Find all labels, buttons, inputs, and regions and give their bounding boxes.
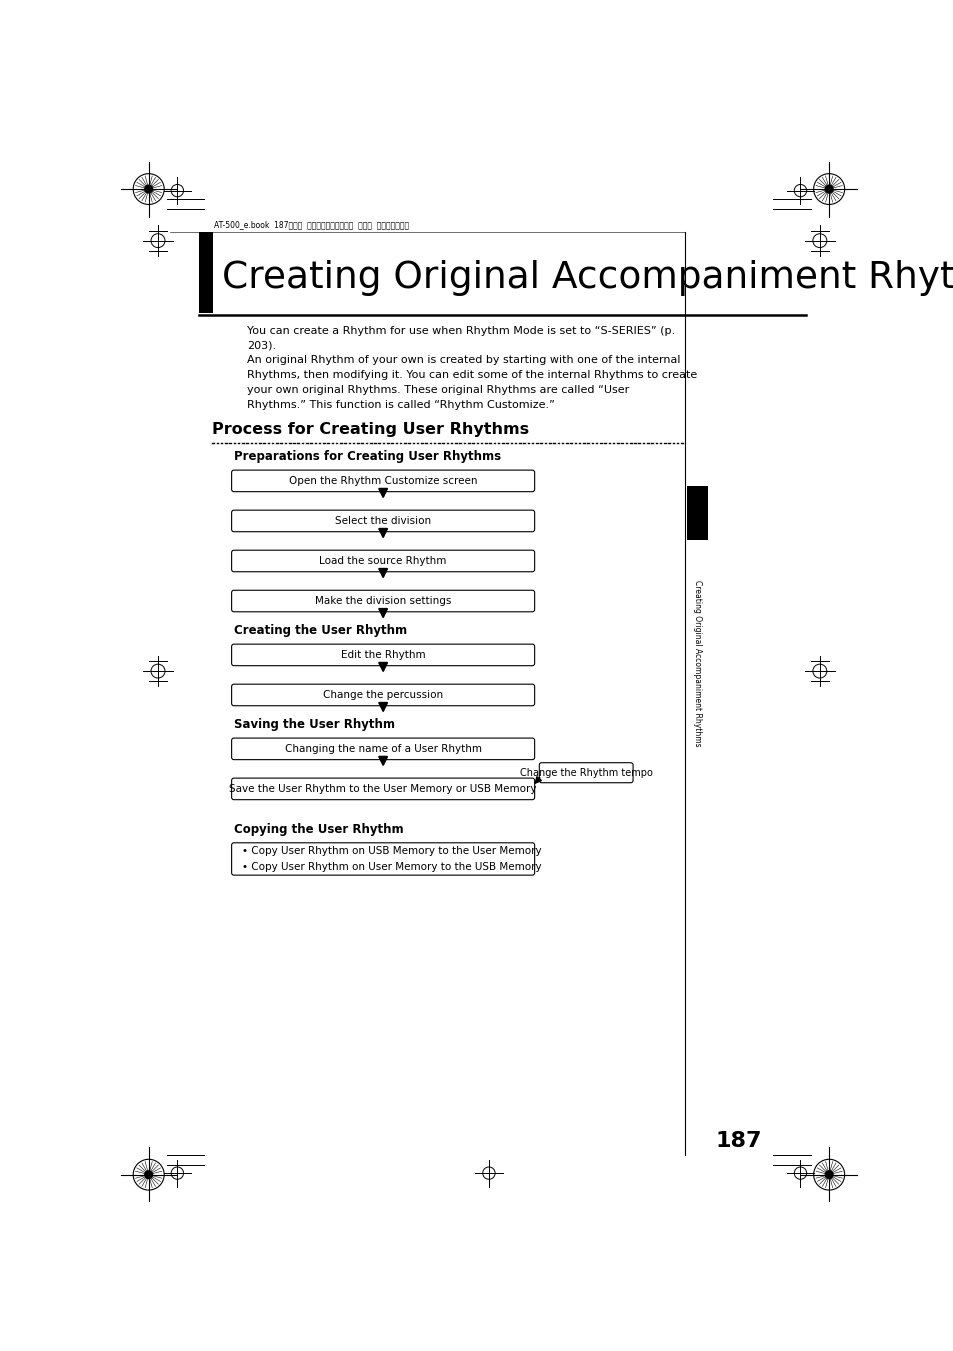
FancyBboxPatch shape	[232, 684, 534, 705]
FancyBboxPatch shape	[232, 644, 534, 666]
FancyBboxPatch shape	[232, 778, 534, 800]
FancyBboxPatch shape	[232, 843, 534, 875]
Text: • Copy User Rhythm on USB Memory to the User Memory
• Copy User Rhythm on User M: • Copy User Rhythm on USB Memory to the …	[241, 846, 540, 871]
Text: Make the division settings: Make the division settings	[314, 596, 451, 607]
Bar	[199, 232, 213, 313]
Text: Process for Creating User Rhythms: Process for Creating User Rhythms	[212, 422, 529, 436]
Text: Change the Rhythm tempo: Change the Rhythm tempo	[519, 767, 652, 778]
Circle shape	[824, 185, 832, 193]
Text: Edit the Rhythm: Edit the Rhythm	[340, 650, 425, 659]
Bar	[686, 486, 707, 540]
Circle shape	[145, 1171, 152, 1178]
Text: Open the Rhythm Customize screen: Open the Rhythm Customize screen	[289, 476, 476, 486]
FancyBboxPatch shape	[232, 590, 534, 612]
Circle shape	[813, 174, 843, 204]
Text: Load the source Rhythm: Load the source Rhythm	[319, 557, 446, 566]
Text: Copying the User Rhythm: Copying the User Rhythm	[233, 823, 403, 836]
Circle shape	[145, 185, 152, 193]
FancyBboxPatch shape	[538, 763, 633, 782]
FancyBboxPatch shape	[232, 511, 534, 532]
FancyBboxPatch shape	[232, 738, 534, 759]
Text: Creating Original Accompaniment Rhythms: Creating Original Accompaniment Rhythms	[221, 261, 953, 296]
FancyBboxPatch shape	[232, 470, 534, 492]
Text: Creating Original Accompaniment Rhythms: Creating Original Accompaniment Rhythms	[692, 580, 701, 747]
Circle shape	[133, 1159, 164, 1190]
Text: An original Rhythm of your own is created by starting with one of the internal
R: An original Rhythm of your own is create…	[247, 355, 697, 409]
Text: Change the percussion: Change the percussion	[323, 690, 443, 700]
Text: Select the division: Select the division	[335, 516, 431, 526]
Text: Changing the name of a User Rhythm: Changing the name of a User Rhythm	[284, 744, 481, 754]
Text: AT-500_e.book  187ページ  ２００８年７月２８日  月曜日  午後４時１７分: AT-500_e.book 187ページ ２００８年７月２８日 月曜日 午後４時…	[213, 220, 409, 228]
Text: Creating the User Rhythm: Creating the User Rhythm	[233, 624, 407, 638]
FancyBboxPatch shape	[232, 550, 534, 571]
Circle shape	[824, 1171, 832, 1178]
Text: Saving the User Rhythm: Saving the User Rhythm	[233, 719, 395, 731]
Text: Preparations for Creating User Rhythms: Preparations for Creating User Rhythms	[233, 450, 500, 463]
Text: 187: 187	[716, 1131, 761, 1151]
Circle shape	[813, 1159, 843, 1190]
Circle shape	[133, 174, 164, 204]
Text: Save the User Rhythm to the User Memory or USB Memory: Save the User Rhythm to the User Memory …	[229, 784, 537, 794]
Text: You can create a Rhythm for use when Rhythm Mode is set to “S-SERIES” (p.
203).: You can create a Rhythm for use when Rhy…	[247, 326, 675, 351]
